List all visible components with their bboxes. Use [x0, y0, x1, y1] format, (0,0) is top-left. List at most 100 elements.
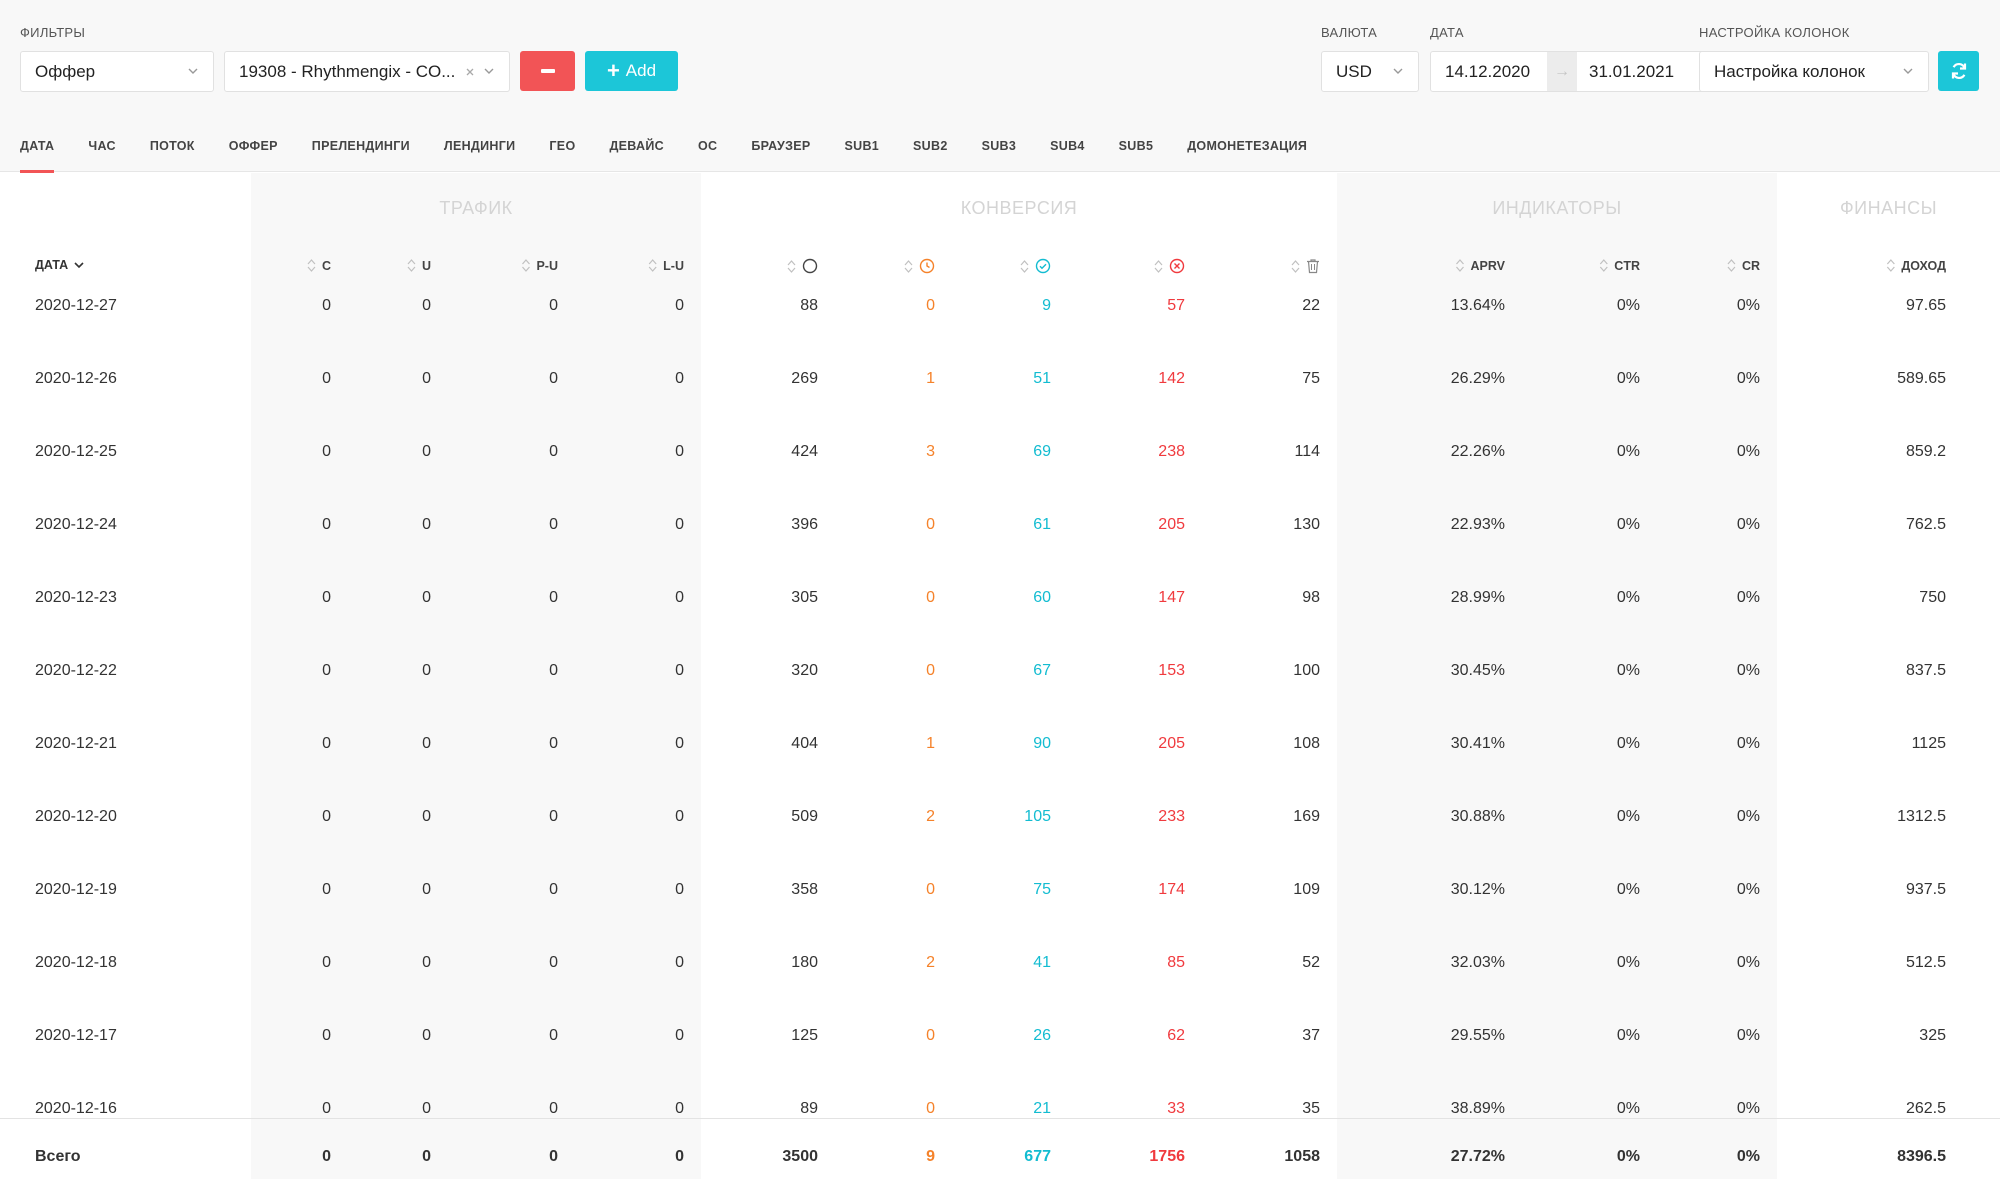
col-header-label: CTR — [1614, 258, 1640, 273]
table-cell: 30.12% — [1450, 881, 1505, 898]
col-header-income[interactable]: ДОХОД — [1886, 258, 1946, 273]
table-cell: 1058 — [1284, 1148, 1320, 1165]
col-header-ctr[interactable]: CTR — [1599, 258, 1640, 273]
refresh-button[interactable] — [1938, 51, 1979, 91]
table-cell: 750 — [1919, 589, 1946, 606]
table-cell: 0% — [1616, 443, 1640, 460]
tab-12[interactable]: SUB3 — [981, 139, 1017, 153]
col-header-clock[interactable] — [904, 258, 935, 274]
table-cell: 404 — [791, 735, 818, 752]
tab-4[interactable]: ПРЕЛЕНДИНГИ — [311, 139, 410, 153]
table-cell: 0 — [422, 1100, 431, 1117]
table-cell: 262.5 — [1905, 1100, 1946, 1117]
table-cell: 358 — [791, 881, 818, 898]
table-cell: 57 — [1167, 297, 1185, 314]
tab-9[interactable]: БРАУЗЕР — [751, 139, 811, 153]
col-header-cr[interactable]: CR — [1727, 258, 1760, 273]
table-cell: 762.5 — [1905, 516, 1946, 533]
column-settings-select[interactable]: Настройка колонок — [1699, 51, 1929, 92]
col-header-u[interactable]: U — [407, 258, 431, 273]
date-from-input[interactable]: 14.12.2020 — [1445, 61, 1531, 81]
table-cell: 0% — [1616, 735, 1640, 752]
indicators-band — [1337, 173, 1777, 1179]
table-cell: 0 — [675, 443, 684, 460]
table-cell: 0 — [675, 1100, 684, 1117]
sort-icon — [1599, 259, 1608, 272]
tab-3[interactable]: ОФФЕР — [228, 139, 278, 153]
table-cell: 1 — [926, 735, 935, 752]
table-cell: 0% — [1736, 443, 1760, 460]
tab-7[interactable]: ДЕВАЙС — [609, 139, 664, 153]
tab-8[interactable]: ОС — [697, 139, 718, 153]
tab-11[interactable]: SUB2 — [913, 139, 948, 153]
tab-10[interactable]: SUB1 — [844, 139, 880, 153]
table-cell: 0 — [549, 370, 558, 387]
date-to-input[interactable]: 31.01.2021 — [1589, 61, 1675, 81]
table-cell: 0 — [549, 881, 558, 898]
table-cell: 0% — [1616, 297, 1640, 314]
add-filter-button[interactable]: + Add — [585, 51, 678, 91]
table-cell: 0 — [926, 881, 935, 898]
tab-14[interactable]: SUB5 — [1118, 139, 1154, 153]
arrow-right-icon: → — [1547, 52, 1577, 91]
tab-13[interactable]: SUB4 — [1050, 139, 1085, 153]
table-cell: 205 — [1158, 735, 1185, 752]
table-cell: 0% — [1616, 881, 1640, 898]
table-cell: 0% — [1736, 954, 1760, 971]
table-cell: 0 — [926, 297, 935, 314]
tab-15[interactable]: ДОМОНЕТЕЗАЦИЯ — [1187, 139, 1308, 153]
col-header-aprv[interactable]: APRV — [1455, 258, 1505, 273]
tab-2[interactable]: ПОТОК — [149, 139, 195, 153]
clear-icon[interactable] — [465, 67, 475, 77]
col-header-pu[interactable]: P-U — [521, 258, 558, 273]
chevron-down-icon — [74, 262, 84, 269]
table-cell: 33 — [1167, 1100, 1185, 1117]
sort-icon — [522, 259, 530, 272]
group-indicators: ИНДИКАТОРЫ — [1492, 198, 1622, 218]
tab-0[interactable]: ДАТА — [20, 122, 55, 173]
col-header-lu[interactable]: L-U — [648, 258, 684, 273]
table-cell: 0 — [422, 443, 431, 460]
tab-6[interactable]: ГЕО — [549, 139, 576, 153]
date-column-header[interactable]: ДАТА — [35, 258, 84, 272]
sort-icon — [1727, 259, 1736, 272]
table-cell: 69 — [1033, 443, 1051, 460]
table-cell: 125 — [791, 1027, 818, 1044]
table-cell: 61 — [1033, 516, 1051, 533]
tab-5[interactable]: ЛЕНДИНГИ — [443, 139, 516, 153]
table-cell: 269 — [791, 370, 818, 387]
x-circle-icon — [1169, 258, 1185, 274]
date-range-picker[interactable]: 14.12.2020 → 31.01.2021 — [1430, 51, 1728, 92]
table-cell: 85 — [1167, 954, 1185, 971]
col-header-trash[interactable] — [1291, 258, 1320, 274]
remove-filter-button[interactable] — [520, 51, 575, 91]
table-cell: 75 — [1302, 370, 1320, 387]
table-cell: 0 — [322, 808, 331, 825]
filter-type-select[interactable]: Оффер — [20, 51, 214, 92]
table-cell: 0 — [422, 1027, 431, 1044]
total-label: Всего — [35, 1148, 81, 1165]
table-cell: 0 — [926, 516, 935, 533]
tab-1[interactable]: ЧАС — [88, 139, 116, 153]
table-cell: 0 — [675, 881, 684, 898]
col-header-c[interactable]: C — [307, 258, 331, 273]
table-cell: 89 — [800, 1100, 818, 1117]
table-cell: 1 — [926, 370, 935, 387]
row-date: 2020-12-18 — [35, 954, 117, 971]
table-cell: 2 — [926, 808, 935, 825]
table-cell: 0 — [675, 370, 684, 387]
col-header-circle[interactable] — [787, 258, 818, 274]
table-cell: 0% — [1736, 370, 1760, 387]
col-header-label: C — [321, 258, 331, 273]
row-date: 2020-12-24 — [35, 516, 117, 533]
sort-icon — [1886, 259, 1895, 272]
table-cell: 0% — [1616, 1027, 1640, 1044]
offer-filter-select[interactable]: 19308 - Rhythmengix - CO... — [224, 51, 510, 92]
currency-select[interactable]: USD — [1321, 51, 1419, 92]
table-cell: 13.64% — [1450, 297, 1505, 314]
table-cell: 0% — [1736, 589, 1760, 606]
col-header-check-circle[interactable] — [1020, 258, 1051, 274]
table-cell: 0 — [675, 808, 684, 825]
table-cell: 0 — [322, 370, 331, 387]
col-header-x-circle[interactable] — [1154, 258, 1185, 274]
